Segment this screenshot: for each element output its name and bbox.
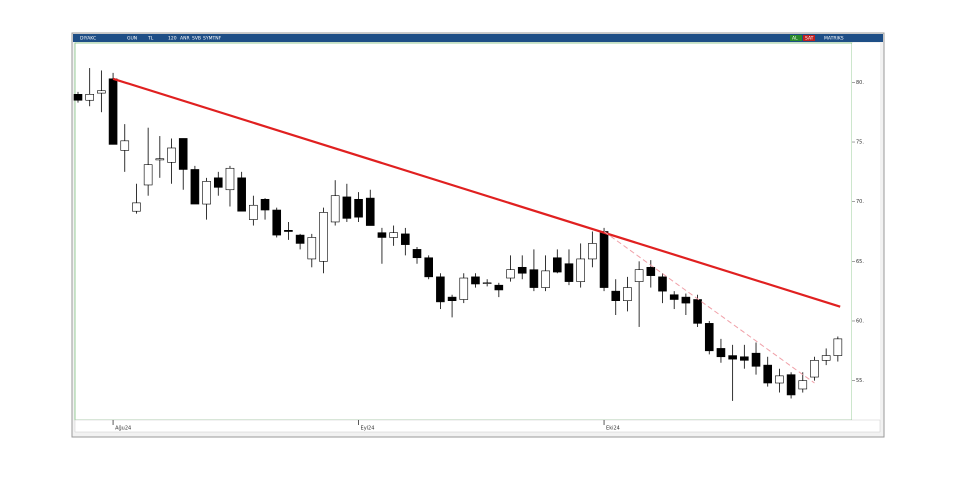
plot-area <box>74 42 853 421</box>
y-tick-label: 60. <box>856 318 864 324</box>
candle-body <box>389 232 398 238</box>
x-tick-label: Ağu24 <box>115 425 131 432</box>
toolbar-button-label[interactable]: SAT <box>805 36 814 42</box>
candle-body <box>716 348 726 358</box>
candle-body <box>681 296 691 304</box>
x-axis-area <box>74 419 881 433</box>
candle-body <box>775 375 784 384</box>
candle-body <box>260 198 270 211</box>
candle-body <box>73 94 83 101</box>
candle-body <box>763 364 773 384</box>
candle-body <box>810 360 819 378</box>
toolbar-item[interactable]: 120 <box>168 36 177 42</box>
candle-body <box>588 243 597 260</box>
candle-body <box>342 196 352 219</box>
candle-body <box>330 195 340 223</box>
candle-body <box>669 294 679 300</box>
candle-body <box>190 169 200 205</box>
candle-body <box>634 269 644 282</box>
y-tick-label: 80. <box>856 80 864 86</box>
candle-body <box>529 269 539 288</box>
candle-body <box>494 284 504 291</box>
candle-body <box>541 270 550 288</box>
toolbar-item[interactable]: GUN <box>127 36 137 42</box>
trendline <box>112 77 841 308</box>
y-axis-area <box>852 43 880 420</box>
candle-body <box>307 237 317 260</box>
x-tick-label: Eyl24 <box>361 426 375 432</box>
candle-body <box>213 177 223 188</box>
candle-body <box>623 287 632 301</box>
candle-body <box>611 290 621 301</box>
toolbar-item[interactable]: ANR <box>180 36 190 42</box>
candle-body <box>120 140 130 151</box>
candle-body <box>424 257 434 278</box>
candle-body <box>693 299 702 324</box>
y-tick-label: 75. <box>856 140 864 146</box>
candle-body <box>506 269 515 279</box>
toolbar-button[interactable] <box>822 35 852 41</box>
candle-body <box>751 352 761 367</box>
candle-body <box>833 338 843 356</box>
candle-body <box>704 323 714 352</box>
toolbar-item[interactable]: DIYAKC <box>80 36 96 42</box>
candle-body <box>599 231 609 288</box>
candle-body <box>249 204 258 220</box>
candle-body <box>786 374 796 396</box>
candle-body <box>319 212 328 262</box>
toolbar <box>73 34 883 42</box>
toolbar-button-label[interactable]: AL <box>792 36 798 42</box>
y-tick-label: 65. <box>856 259 864 265</box>
x-tick-label: Eki24 <box>606 426 620 432</box>
candle-body <box>459 277 469 300</box>
candle-body <box>284 230 293 232</box>
candle-body <box>155 158 165 161</box>
trendline <box>603 231 815 384</box>
candle-body <box>447 296 457 301</box>
candle-body <box>412 249 422 259</box>
candle-body <box>143 164 153 186</box>
candle-body <box>97 90 106 94</box>
toolbar-item[interactable]: SYMTNF <box>203 36 222 42</box>
candle-body <box>167 147 176 163</box>
candle-body <box>658 276 667 292</box>
candle-body <box>295 234 305 244</box>
y-tick-label: 70. <box>856 199 864 205</box>
toolbar-item[interactable]: TL <box>147 36 154 42</box>
candle-body <box>740 356 749 361</box>
toolbar-button-label[interactable]: MATRIKS <box>824 36 844 42</box>
toolbar-button[interactable] <box>790 35 802 41</box>
candle-body <box>85 94 94 101</box>
toolbar-item[interactable]: SVB <box>192 36 201 42</box>
candle-body <box>401 233 410 245</box>
candle-body <box>225 167 235 191</box>
candle-body <box>798 380 808 390</box>
candle-body <box>178 138 188 170</box>
candle-body <box>471 276 480 285</box>
candle-body <box>646 266 656 276</box>
candle-body <box>564 263 574 282</box>
candle-body <box>436 276 445 303</box>
candle-body <box>576 258 585 282</box>
candle-body <box>354 198 363 218</box>
candle-body <box>108 78 118 145</box>
candle-body <box>482 282 492 284</box>
candle-body <box>728 355 737 360</box>
candle-body <box>132 202 141 212</box>
candle-body <box>202 181 211 205</box>
candle-body <box>272 209 282 236</box>
candle-body <box>365 197 375 226</box>
candle-body <box>552 257 562 273</box>
y-tick-label: 55. <box>856 378 864 384</box>
toolbar-button[interactable] <box>803 35 815 41</box>
candle-body <box>237 177 246 212</box>
candle-body <box>821 355 831 361</box>
candle-body <box>377 232 387 238</box>
candle-body <box>517 266 527 274</box>
